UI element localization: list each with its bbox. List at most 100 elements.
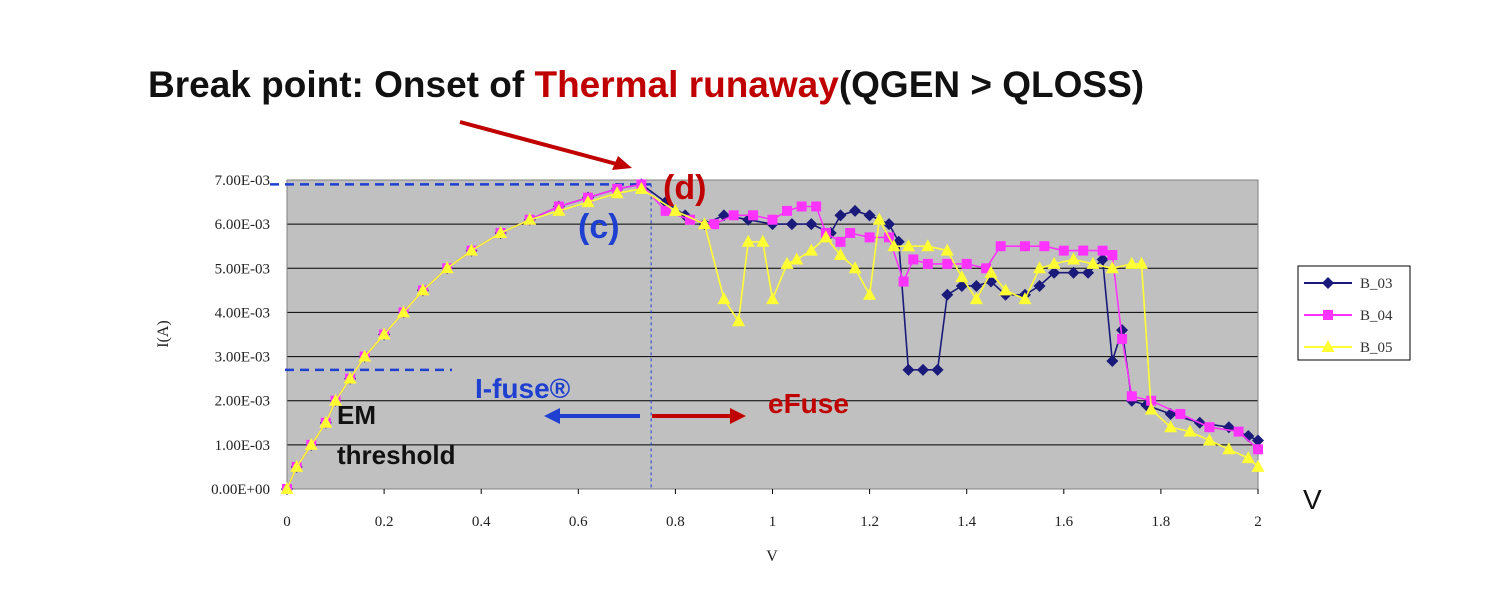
data-point	[358, 349, 372, 362]
annotation-em-line2: threshold	[337, 440, 455, 470]
data-point	[1241, 451, 1255, 464]
data-series	[280, 178, 1265, 495]
data-point	[1033, 279, 1046, 292]
data-point	[908, 254, 919, 265]
data-point	[634, 181, 648, 194]
data-point	[464, 243, 478, 256]
y-tick-label: 5.00E-03	[215, 261, 270, 277]
data-point	[819, 230, 833, 243]
data-point	[494, 225, 508, 238]
data-point	[1107, 250, 1118, 261]
data-point	[1134, 256, 1148, 269]
x-tick-label: 1.4	[957, 514, 976, 530]
data-point	[684, 214, 695, 225]
annotation-d: (d)	[663, 169, 706, 207]
data-point	[921, 239, 935, 252]
x-tick-label: 1	[769, 514, 777, 530]
data-point	[834, 209, 847, 222]
data-point	[1058, 245, 1069, 256]
data-point	[942, 258, 953, 269]
legend-item-B_05: B_05	[1304, 340, 1393, 356]
data-point	[1047, 256, 1061, 269]
data-point	[961, 258, 972, 269]
y-tick-label: 2.00E-03	[215, 394, 270, 410]
y-tick-label: 7.00E-03	[215, 173, 270, 189]
data-point	[1117, 333, 1128, 344]
data-point	[872, 212, 886, 225]
y-axis-ticks: 0.00E+00 1.00E-03 2.00E-03 3.00E-03 4.00E-03…	[211, 173, 270, 498]
x-tick-label: 0	[283, 514, 291, 530]
data-point	[804, 243, 818, 256]
data-point	[969, 292, 983, 305]
data-point	[782, 205, 793, 216]
break-point-arrow-head	[612, 156, 632, 170]
data-point	[767, 214, 778, 225]
data-point	[290, 459, 304, 472]
data-point	[901, 239, 915, 252]
x-tick-label: 0.2	[375, 514, 394, 530]
data-point	[999, 283, 1013, 296]
data-point	[1251, 459, 1265, 472]
reference-lines	[270, 183, 652, 489]
data-point	[329, 393, 343, 406]
efuse-arrow-head	[730, 408, 746, 424]
title-part-2: Thermal runaway	[534, 64, 839, 105]
y-tick-label: 4.00E-03	[215, 305, 270, 321]
data-point	[523, 212, 537, 225]
data-point	[1144, 402, 1158, 415]
data-point	[811, 201, 822, 212]
x-tick-label: 0.8	[666, 514, 685, 530]
data-point	[995, 241, 1006, 252]
legend-marker	[1323, 310, 1333, 320]
data-point	[902, 363, 915, 376]
data-point	[1097, 245, 1108, 256]
data-point	[581, 195, 595, 208]
data-point	[898, 276, 909, 287]
data-point	[863, 287, 877, 300]
data-point	[1126, 391, 1137, 402]
data-point	[1233, 426, 1244, 437]
annotation-v: V	[1303, 484, 1322, 515]
legend-label: B_04	[1360, 308, 1393, 324]
data-point	[728, 210, 739, 221]
data-point	[864, 232, 875, 243]
data-point	[709, 219, 720, 230]
x-tick-label: 0.4	[472, 514, 491, 530]
data-point	[1222, 442, 1236, 455]
data-point	[766, 292, 779, 305]
legend: B_03 B_04 B_05	[1297, 265, 1411, 361]
data-point	[756, 234, 770, 247]
data-point	[849, 204, 862, 217]
data-point	[845, 227, 856, 238]
data-point	[1204, 422, 1215, 433]
x-axis-label: V	[766, 548, 778, 565]
x-tick-label: 0.6	[569, 514, 588, 530]
data-point	[1242, 430, 1255, 443]
data-point	[1252, 434, 1264, 447]
data-point	[796, 201, 807, 212]
data-point	[1202, 433, 1216, 446]
data-point	[780, 256, 794, 269]
data-point	[941, 288, 954, 301]
annotation-c: (c)	[578, 208, 620, 246]
data-point	[660, 205, 671, 216]
data-point	[931, 363, 944, 376]
data-point	[1125, 256, 1139, 269]
y-tick-label: 3.00E-03	[215, 350, 270, 366]
data-point	[922, 258, 933, 269]
y-tick-label: 0.00E+00	[211, 482, 270, 498]
data-point	[887, 239, 901, 252]
data-point	[1019, 241, 1030, 252]
data-point	[805, 218, 818, 231]
data-point	[1116, 324, 1129, 337]
y-tick-label: 6.00E-03	[215, 217, 270, 233]
y-tick-label: 1.00E-03	[215, 438, 270, 454]
title-part-1: Break point: Onset of	[148, 64, 534, 105]
annotation-em-line1: EM	[337, 400, 376, 430]
x-tick-label: 1.2	[860, 514, 879, 530]
legend-box	[1297, 265, 1411, 361]
data-point	[397, 305, 411, 318]
y-axis-label: I(A)	[155, 320, 172, 348]
data-point	[1096, 253, 1109, 266]
